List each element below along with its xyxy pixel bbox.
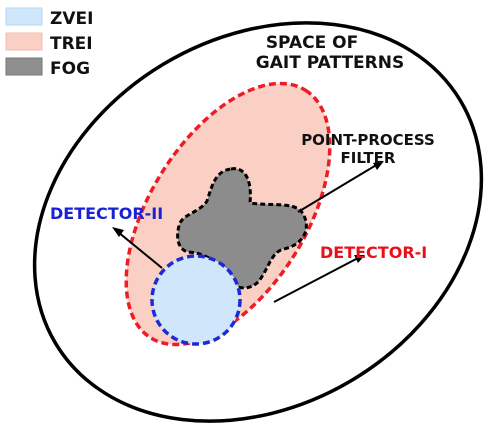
legend: ZVEI TREI FOG <box>5 7 93 79</box>
legend-swatch-zvei <box>5 7 43 26</box>
zvei-region <box>150 254 242 346</box>
filter-arrow-head <box>373 161 384 170</box>
detector2-arrow-line <box>117 231 163 269</box>
filter-label-line2: FILTER <box>341 149 396 167</box>
detector1-arrow-line <box>273 257 359 303</box>
space-label-line2: GAIT PATTERNS <box>256 53 404 73</box>
filter-arrow-line <box>297 163 379 213</box>
filter-label-line1: POINT-PROCESS <box>301 131 435 149</box>
space-label-line1: SPACE OF <box>266 33 358 53</box>
legend-label-fog: FOG <box>50 59 90 79</box>
detector2-label: DETECTOR-II <box>50 204 163 223</box>
detector2-arrow-head <box>112 227 124 237</box>
legend-swatch-fog <box>5 57 43 76</box>
detector1-label: DETECTOR-I <box>320 243 427 262</box>
legend-label-trei: TREI <box>50 34 93 54</box>
legend-swatch-trei <box>5 32 43 51</box>
detector1-arrow-head <box>354 255 365 263</box>
legend-label-zvei: ZVEI <box>50 9 93 29</box>
arrows <box>112 161 384 303</box>
